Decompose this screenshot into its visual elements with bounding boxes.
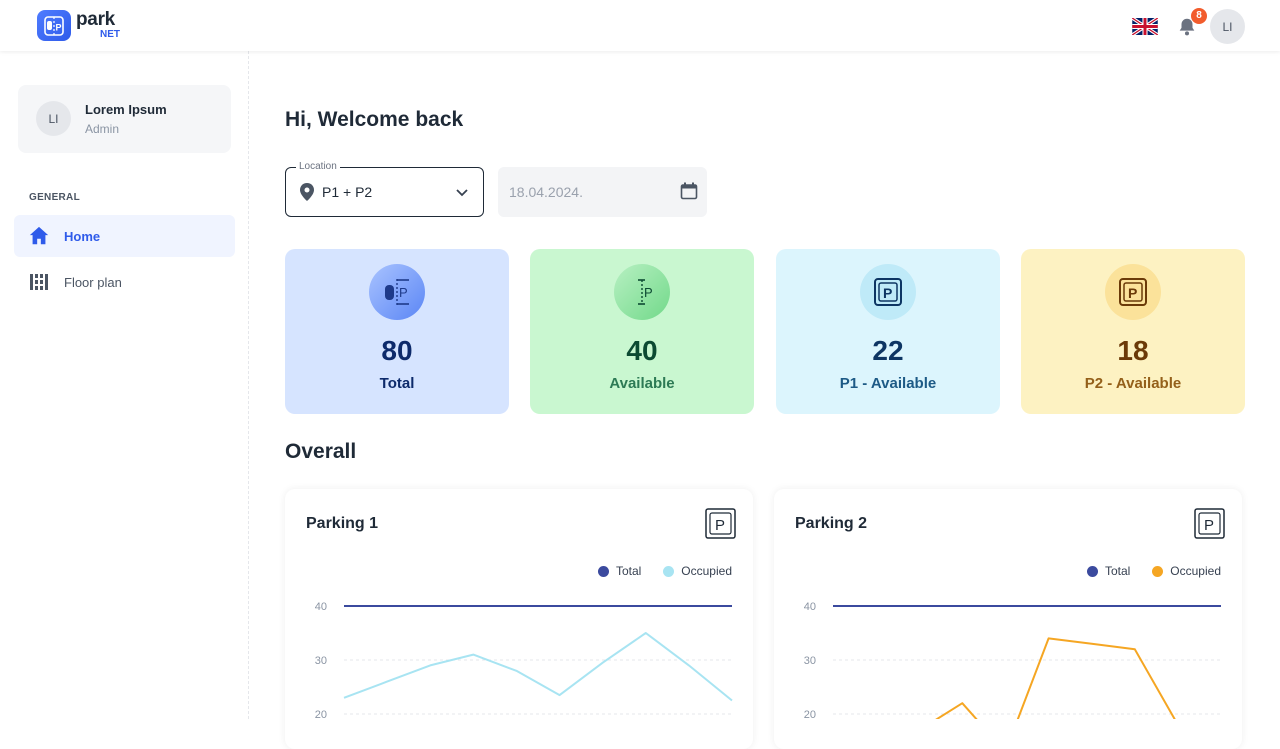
avatar[interactable]: LI <box>1210 9 1245 44</box>
user-role: Admin <box>85 122 120 136</box>
notifications-button[interactable]: 8 <box>1176 7 1207 38</box>
legend-label: Occupied <box>681 564 732 578</box>
sidebar-item-label: Floor plan <box>64 274 122 290</box>
location-select[interactable]: Location P1 + P2 <box>285 161 484 217</box>
y-tick-label: 40 <box>315 601 327 613</box>
legend-dot <box>1152 565 1164 577</box>
stat-label: P1 - Available <box>839 375 937 392</box>
date-field[interactable]: 18.04.2024. <box>498 167 707 217</box>
free-space-icon: P <box>614 264 670 320</box>
svg-text:P: P <box>883 285 892 301</box>
bell-icon <box>1179 18 1195 35</box>
park-net-logo-icon: P <box>37 10 71 41</box>
y-tick-label: 30 <box>315 655 327 667</box>
svg-text:P: P <box>715 517 725 534</box>
y-tick-label: 30 <box>804 655 816 667</box>
user-name: Lorem Ipsum <box>85 102 167 117</box>
legend-item-total[interactable]: Total <box>1086 564 1131 578</box>
legend-dot <box>1086 565 1098 577</box>
stat-label: P2 - Available <box>1084 375 1182 392</box>
legend-label: Occupied <box>1170 564 1221 578</box>
parking-1-card: Parking 1 P Total Occupied 40 30 20 <box>285 489 753 749</box>
chart-legend: Total Occupied <box>1065 564 1221 578</box>
stat-value: 40 <box>626 335 658 366</box>
parking-sign-icon: P <box>1194 508 1225 539</box>
stat-card-total[interactable]: P 80 Total <box>285 249 509 414</box>
parking-space-icon: P <box>369 264 425 320</box>
legend-dot <box>663 565 675 577</box>
parking-sign-icon: P <box>705 508 736 539</box>
legend-label: Total <box>1104 564 1131 578</box>
parking-2-chart: 40 30 20 <box>804 601 1221 719</box>
stat-value: 80 <box>381 335 413 366</box>
calendar-icon[interactable] <box>680 182 698 200</box>
user-card: LI Lorem Ipsum Admin <box>18 85 231 153</box>
stat-label: Total <box>379 375 415 392</box>
legend-dot <box>597 565 609 577</box>
card-title: Parking 2 <box>795 515 868 532</box>
legend-item-total[interactable]: Total <box>597 564 642 578</box>
location-label: Location <box>296 161 340 172</box>
y-tick-label: 40 <box>804 601 816 613</box>
sidebar: LI Lorem Ipsum Admin GENERAL Home Floor … <box>0 51 249 719</box>
parking-sign-icon: P <box>860 264 916 320</box>
series-line-occupied[interactable] <box>343 632 733 702</box>
home-icon <box>28 225 50 247</box>
notification-badge: 8 <box>1191 7 1207 24</box>
stat-card-p2[interactable]: P 18 P2 - Available <box>1021 249 1245 414</box>
svg-text:P: P <box>399 285 408 300</box>
sidebar-item-floor-plan[interactable]: Floor plan <box>14 261 235 303</box>
svg-text:P: P <box>1128 285 1137 301</box>
brand-name: park <box>76 9 115 30</box>
legend-label: Total <box>615 564 642 578</box>
nav-section-label: GENERAL <box>29 192 80 203</box>
svg-text:P: P <box>56 22 62 32</box>
top-bar: P park NET 8 LI <box>0 0 1280 51</box>
svg-text:P: P <box>1204 517 1214 534</box>
stat-card-available[interactable]: P 40 Available <box>530 249 754 414</box>
series-line-occupied[interactable] <box>833 637 1221 719</box>
uk-flag-icon[interactable] <box>1132 18 1158 35</box>
parking-1-chart: 40 30 20 <box>315 601 733 719</box>
stat-value: 18 <box>1117 335 1149 366</box>
y-tick-label: 20 <box>804 709 816 719</box>
section-title: Overall <box>285 440 357 463</box>
brand-subname: NET <box>100 29 120 40</box>
chart-legend: Total Occupied <box>576 564 732 578</box>
parking-2-card: Parking 2 P Total Occupied 40 30 20 <box>774 489 1242 749</box>
stat-card-p1[interactable]: P 22 P1 - Available <box>776 249 1000 414</box>
stat-value: 22 <box>872 335 904 366</box>
legend-item-occupied[interactable]: Occupied <box>663 564 732 578</box>
date-value: 18.04.2024. <box>509 184 583 200</box>
app-logo[interactable]: P park NET <box>37 10 120 41</box>
y-tick-label: 20 <box>315 709 327 719</box>
stats-row: P 80 Total P 40 Available <box>285 249 1245 414</box>
location-pin-icon <box>300 183 314 201</box>
user-avatar: LI <box>36 101 71 136</box>
page-title: Hi, Welcome back <box>285 108 464 131</box>
chevron-down-icon <box>456 189 468 197</box>
parking-sign-icon: P <box>1105 264 1161 320</box>
floor-plan-icon <box>28 271 50 293</box>
location-value: P1 + P2 <box>322 184 373 200</box>
stat-label: Available <box>609 375 675 392</box>
svg-text:P: P <box>644 285 653 300</box>
sidebar-item-home[interactable]: Home <box>14 215 235 257</box>
sidebar-item-label: Home <box>64 228 101 244</box>
card-title: Parking 1 <box>306 515 379 532</box>
legend-item-occupied[interactable]: Occupied <box>1152 564 1221 578</box>
